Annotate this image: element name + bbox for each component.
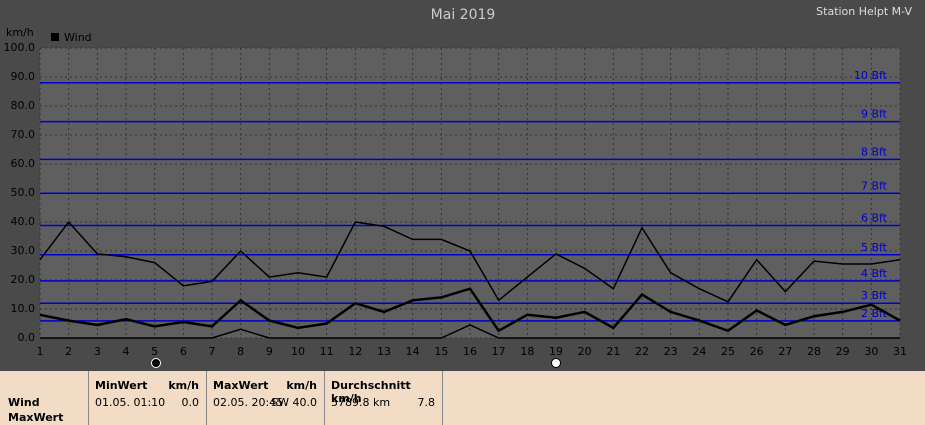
row-label: MaxWert <box>8 411 64 424</box>
beaufort-label: 6 Bft <box>861 211 888 224</box>
x-tick-label: 5 <box>151 345 158 358</box>
y-tick-label: 0.0 <box>18 331 36 344</box>
legend-swatch <box>51 33 59 41</box>
column-unit: km/h <box>168 379 199 392</box>
x-tick-label: 17 <box>492 345 506 358</box>
beaufort-label: 4 Bft <box>861 267 888 280</box>
x-tick-label: 26 <box>750 345 764 358</box>
beaufort-label: 2 Bft <box>861 307 888 320</box>
x-tick-label: 15 <box>434 345 448 358</box>
x-tick-label: 18 <box>520 345 534 358</box>
x-tick-label: 28 <box>807 345 821 358</box>
x-tick-label: 14 <box>406 345 420 358</box>
table-cell: 02.05. 20:45 <box>213 396 284 409</box>
x-tick-label: 16 <box>463 345 477 358</box>
legend-label: Wind <box>64 31 92 44</box>
beaufort-label: 3 Bft <box>861 289 888 302</box>
x-tick-label: 25 <box>721 345 735 358</box>
beaufort-label: 5 Bft <box>861 241 888 254</box>
subtitle: Station Helpt M-V <box>816 5 912 18</box>
x-tick-label: 23 <box>664 345 678 358</box>
x-tick-label: 11 <box>320 345 334 358</box>
x-tick-label: 24 <box>692 345 706 358</box>
x-tick-label: 27 <box>778 345 792 358</box>
y-tick-label: 80.0 <box>11 99 36 112</box>
beaufort-label: 8 Bft <box>861 145 888 158</box>
data-line <box>39 287 901 333</box>
table-cell: 7.8 <box>417 396 436 409</box>
x-tick-label: 13 <box>377 345 391 358</box>
moon-icon <box>151 358 161 368</box>
x-tick-label: 22 <box>635 345 649 358</box>
table-cell: 0.0 <box>181 396 200 409</box>
x-tick-label: 29 <box>836 345 850 358</box>
column-title: Durchschnitt km/h <box>331 379 411 405</box>
y-tick-label: 100.0 <box>4 41 36 54</box>
data-line <box>39 220 901 303</box>
beaufort-label: 9 Bft <box>861 108 888 121</box>
y-tick-label: 20.0 <box>11 273 36 286</box>
row-label: Wind <box>8 396 40 409</box>
x-tick-label: 8 <box>237 345 244 358</box>
y-tick-label: 40.0 <box>11 215 36 228</box>
chart-title: Mai 2019 <box>431 7 496 23</box>
table-cell: 01.05. 01:10 <box>95 396 166 409</box>
y-tick-label: 90.0 <box>11 70 36 83</box>
x-tick-label: 21 <box>606 345 620 358</box>
y-tick-label: 10.0 <box>11 302 36 315</box>
x-tick-label: 3 <box>94 345 101 358</box>
y-tick-label: 50.0 <box>11 186 36 199</box>
x-tick-label: 6 <box>180 345 187 358</box>
column-unit: km/h <box>286 379 317 392</box>
y-tick-label: 30.0 <box>11 244 36 257</box>
x-tick-label: 31 <box>893 345 907 358</box>
beaufort-label: 10 Bft <box>854 69 888 82</box>
table-cell: 5789.8 km <box>331 396 391 409</box>
table-column: MinWert km/h 01.05. 01:10 0.0 <box>88 371 205 425</box>
y-tick-label: 60.0 <box>11 157 36 170</box>
x-tick-label: 2 <box>65 345 72 358</box>
y-axis-label: km/h <box>6 26 34 39</box>
moon-icon <box>551 358 561 368</box>
x-tick-label: 20 <box>578 345 592 358</box>
table-column: MaxWert km/h 02.05. 20:45 SW 40.0 <box>206 371 323 425</box>
x-tick-label: 10 <box>291 345 305 358</box>
y-tick-label: 70.0 <box>11 128 36 141</box>
x-tick-label: 7 <box>209 345 216 358</box>
x-tick-label: 4 <box>123 345 130 358</box>
table-cell: SW 40.0 <box>271 396 317 409</box>
table-divider <box>442 371 443 425</box>
column-title: MinWert <box>95 379 148 392</box>
x-tick-label: 19 <box>549 345 563 358</box>
column-title: MaxWert <box>213 379 269 392</box>
data-line <box>40 324 900 339</box>
x-tick-label: 30 <box>864 345 878 358</box>
x-tick-label: 12 <box>348 345 362 358</box>
beaufort-label: 7 Bft <box>861 179 888 192</box>
stats-table: Wind MaxWert MinWert km/h 01.05. 01:10 0.0 M… <box>0 371 925 425</box>
table-column: Durchschnitt km/h 5789.8 km 7.8 <box>324 371 441 425</box>
chart: Mai 2019 Station Helpt M-V km/h Wind 0.0… <box>4 5 912 368</box>
x-tick-label: 1 <box>37 345 44 358</box>
x-tick-label: 9 <box>266 345 273 358</box>
